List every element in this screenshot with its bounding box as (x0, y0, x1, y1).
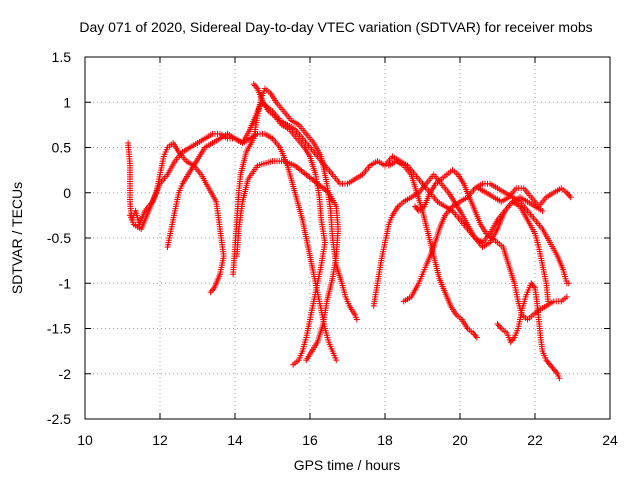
data-point (556, 375, 563, 382)
y-tick-label: -1 (59, 275, 72, 291)
series-arc-8 (400, 180, 572, 305)
x-tick-label: 18 (377, 432, 393, 448)
y-tick-label: 0 (63, 185, 71, 201)
x-tick-label: 16 (302, 432, 318, 448)
y-tick-label: -2.5 (47, 411, 71, 427)
series-arc-5 (250, 81, 328, 368)
data-point (353, 316, 360, 323)
data-point (563, 293, 570, 300)
series-arc-4 (230, 85, 360, 323)
y-axis-ticks: 1.5 1 0.5 0 -0.5 -1 -1.5 -2 -2.5 (47, 49, 610, 427)
series-arc-11 (494, 280, 563, 382)
x-tick-label: 24 (602, 432, 618, 448)
x-tick-label: 14 (227, 432, 243, 448)
x-tick-label: 12 (152, 432, 168, 448)
plot-frame (84, 56, 611, 420)
data-point (303, 357, 310, 364)
series-arc-6 (233, 158, 342, 364)
y-tick-label: 0.5 (52, 140, 72, 156)
y-tick-label: 1 (63, 94, 71, 110)
data-point (539, 207, 546, 214)
x-axis-ticks: 10 12 14 16 18 20 22 24 (77, 57, 618, 448)
x-tick-label: 20 (452, 432, 468, 448)
data-point (333, 357, 340, 364)
y-tick-label: -2 (59, 366, 72, 382)
x-axis-label: GPS time / hours (294, 457, 401, 473)
x-tick-label: 22 (527, 432, 543, 448)
data-point (565, 280, 572, 287)
data-marks (125, 81, 574, 382)
y-tick-label: -0.5 (47, 230, 71, 246)
data-point (290, 361, 297, 368)
y-axis-label: SDTVAR / TECUs (9, 182, 25, 294)
data-point (207, 289, 214, 296)
x-tick-label: 10 (77, 432, 93, 448)
series-arc-9 (385, 158, 480, 341)
y-tick-label: -1.5 (47, 321, 71, 337)
chart-title: Day 071 of 2020, Sidereal Day-to-day VTE… (79, 19, 592, 35)
grid (85, 57, 610, 419)
y-tick-label: 1.5 (52, 49, 72, 65)
series-arc-10 (412, 167, 570, 323)
data-point (567, 194, 574, 201)
series-arc-7 (370, 171, 552, 309)
data-point (473, 334, 480, 341)
series-arc-2 (127, 139, 227, 296)
series-arc-12 (475, 185, 574, 210)
